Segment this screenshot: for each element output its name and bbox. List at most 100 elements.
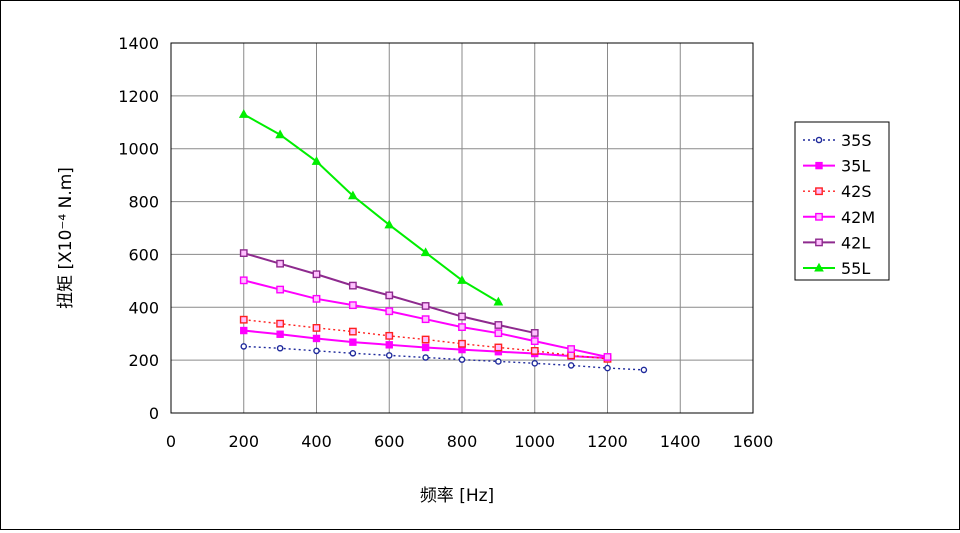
data-point [458,339,466,348]
data-point [349,349,357,357]
legend-marker [814,262,824,272]
y-tick-label: 0 [149,404,159,423]
series-line [243,113,499,303]
x-tick-label: 0 [166,432,176,451]
legend-label: 55L [841,259,870,278]
series-line [243,319,608,360]
data-point [348,190,358,200]
data-point [567,362,575,369]
x-tick-label: 1200 [587,432,628,451]
legend-label: 42L [841,233,870,252]
data-point [494,321,503,329]
data-point [640,366,648,374]
y-tick-label: 400 [128,298,159,317]
legend-label: 42S [841,182,872,201]
data-point [458,356,466,363]
data-point [348,327,357,336]
data-point [313,347,320,355]
data-point [385,291,394,300]
legend-item: 42L [803,233,870,252]
data-point [421,335,430,344]
x-tick-label: 1000 [514,432,555,451]
data-point [385,307,394,316]
legend-item: 35L [803,157,870,176]
y-tick-label: 800 [128,193,159,212]
data-point [494,343,503,352]
series-42L [239,249,539,337]
data-point [421,315,430,324]
data-point [603,353,612,361]
x-tick-label: 200 [228,432,259,451]
legend-item: 55L [803,259,870,278]
data-point [530,346,539,355]
legend-label: 35L [841,157,870,176]
legend-item: 42S [803,182,872,201]
data-point [238,109,249,118]
x-tick-label: 1400 [660,432,701,451]
data-point [239,276,248,285]
y-tick-label: 1000 [118,140,159,159]
data-point [312,270,321,279]
data-point [494,329,503,338]
data-point [567,345,576,353]
x-tick-label: 1600 [733,432,774,451]
data-point [604,364,611,372]
data-point [531,360,539,367]
plot-area [170,42,754,414]
data-point [276,259,285,268]
data-point [276,319,285,328]
y-tick-label: 600 [128,245,159,264]
data-point [420,247,431,257]
data-point [493,296,504,306]
data-point [312,324,321,332]
legend-label: 42M [841,208,875,227]
data-point [385,341,393,349]
data-point [530,337,539,346]
data-point [312,334,321,343]
series-35S [240,343,648,374]
x-tick-label: 800 [447,432,478,451]
data-point [348,301,357,310]
data-point [240,343,248,350]
data-point [276,344,284,352]
series-line [243,345,644,371]
data-point [311,156,322,165]
data-point [458,312,466,321]
data-point [240,326,248,335]
y-axis-ticks: 0 200 400 600 800 1000 1200 1400 [118,34,159,423]
y-tick-label: 1400 [118,34,159,53]
data-point [348,281,357,290]
data-point [421,302,430,310]
data-point [567,351,576,360]
data-point [239,315,248,324]
data-point [276,330,284,338]
legend-marker [815,161,823,170]
legend-marker [815,212,823,221]
data-point [239,249,248,258]
data-point [349,338,357,346]
x-tick-label: 400 [301,432,332,451]
series-42M [239,276,612,361]
y-tick-label: 200 [128,351,159,370]
x-axis-label: 频率 [Hz] [420,486,494,506]
y-axis-label: 扭矩 [X10⁻⁴ N.m] [56,167,76,309]
x-tick-label: 600 [374,432,405,451]
data-point [530,329,539,337]
legend: 35S 35L 42S 42M 42L 55L [794,121,890,281]
data-point [275,129,285,139]
legend-item: 35S [803,131,872,150]
y-tick-label: 1200 [118,87,159,106]
data-point [276,285,285,294]
data-point [495,358,502,365]
data-point [384,219,395,229]
legend-marker [815,238,823,247]
legend-box [794,121,890,281]
legend-label: 35S [841,131,872,150]
data-point [458,323,466,332]
x-axis-ticks: 0 200 400 600 800 1000 1200 1400 1600 [166,432,773,451]
data-point [421,343,430,352]
series-55L [238,109,504,306]
legend-item: 42M [803,208,875,227]
